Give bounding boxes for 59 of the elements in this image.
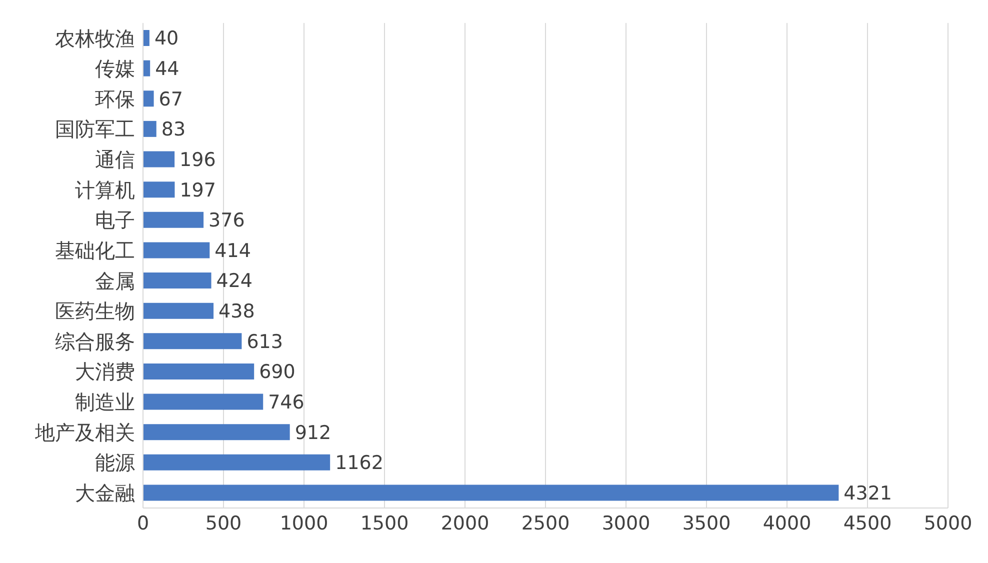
bar	[143, 90, 154, 107]
y-tick-label: 大金融	[75, 480, 135, 505]
bar	[143, 151, 175, 168]
bar	[143, 182, 175, 198]
x-tick-label: 0	[136, 512, 150, 534]
data-label: 746	[268, 391, 304, 414]
y-tick-label: 医药生物	[55, 299, 135, 324]
bar	[143, 242, 210, 258]
x-tick-label: 2500	[521, 512, 570, 534]
bar	[143, 454, 330, 470]
y-tick-label: 计算机	[75, 178, 135, 202]
bar	[143, 212, 204, 228]
y-tick-label: 传媒	[95, 56, 135, 81]
data-label: 67	[158, 88, 183, 110]
data-label: 912	[294, 422, 332, 444]
y-tick-label: 地产及相关	[34, 420, 135, 444]
bar	[143, 30, 150, 46]
y-tick-label: 基础化工	[55, 238, 135, 262]
y-tick-label: 农林牧渔	[55, 26, 135, 50]
data-label: 414	[214, 240, 251, 262]
y-tick-label: 环保	[95, 86, 135, 111]
bar	[143, 424, 290, 440]
x-tick-label: 1500	[360, 512, 409, 534]
x-tick-label: 500	[205, 512, 242, 534]
x-tick-label: 4000	[762, 512, 812, 534]
bar	[143, 484, 839, 501]
data-label: 83	[161, 118, 186, 141]
bar	[143, 394, 264, 410]
bar	[143, 302, 214, 319]
bar	[143, 60, 150, 76]
y-tick-label: 综合服务	[55, 329, 135, 354]
x-tick-label: 1000	[280, 512, 328, 534]
data-label: 197	[180, 179, 216, 202]
bar	[143, 120, 156, 137]
data-label: 613	[246, 330, 283, 353]
data-label: 1162	[335, 452, 384, 474]
y-tick-label: 电子	[95, 208, 135, 232]
x-tick-label: 3000	[602, 512, 650, 534]
data-label: 690	[259, 361, 296, 384]
y-tick-label: 能源	[95, 450, 135, 475]
x-tick-label: 2000	[440, 512, 490, 534]
bar	[143, 363, 254, 380]
x-tick-label: 5000	[924, 512, 972, 534]
y-tick-label: 通信	[95, 148, 135, 172]
data-label: 376	[208, 210, 245, 232]
x-tick-label: 3500	[682, 512, 731, 534]
bar	[143, 272, 212, 288]
x-tick-label: 4500	[843, 512, 892, 534]
data-label: 44	[155, 58, 180, 80]
y-tick-label: 大消费	[75, 360, 135, 384]
data-label: 40	[154, 28, 179, 50]
data-label: 196	[180, 148, 216, 171]
data-label: 424	[216, 270, 253, 292]
data-label: 438	[218, 300, 255, 323]
y-tick-label: 制造业	[75, 390, 135, 414]
y-tick-label: 金属	[95, 268, 135, 293]
data-label: 4321	[844, 482, 892, 504]
bar	[143, 333, 242, 350]
y-tick-label: 国防军工	[55, 117, 135, 142]
